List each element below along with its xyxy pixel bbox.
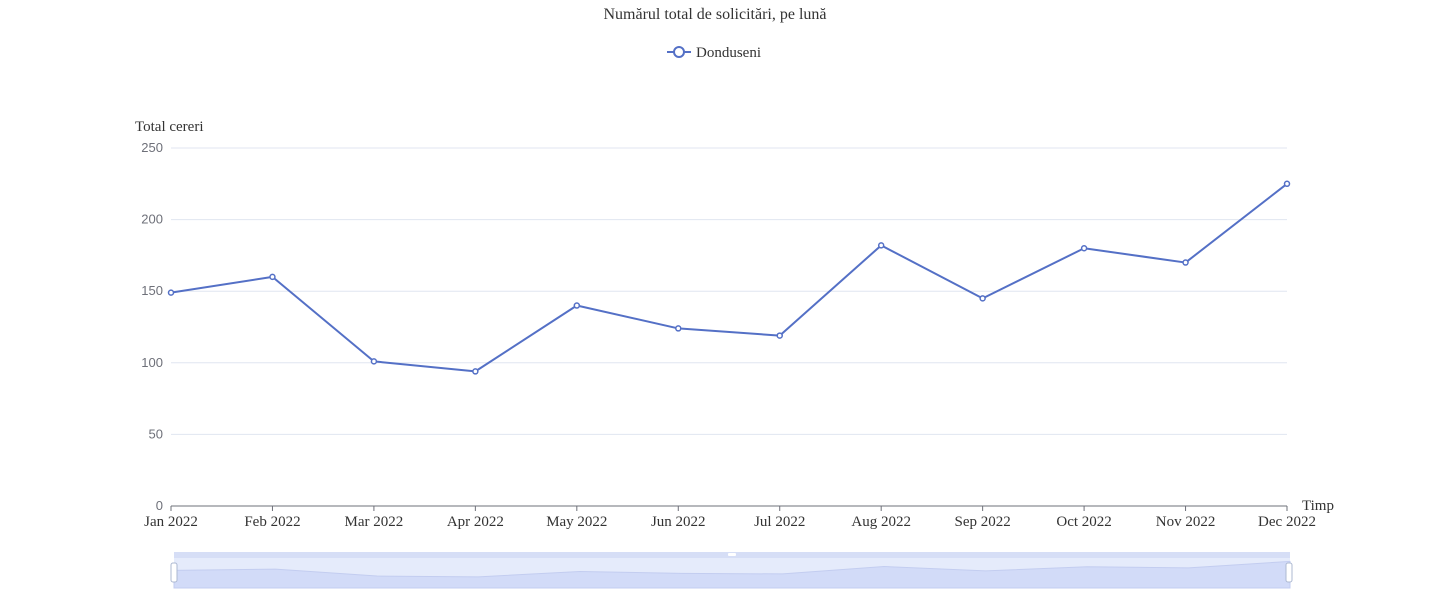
data-point[interactable] xyxy=(877,242,885,249)
y-tick-label: 50 xyxy=(149,426,163,441)
y-tick-label: 150 xyxy=(141,283,163,298)
y-tick-label: 250 xyxy=(141,140,163,155)
legend-circle-icon xyxy=(673,46,685,58)
series-donduseni xyxy=(167,180,1291,375)
data-zoom-preview xyxy=(173,560,1291,589)
x-tick-label: Apr 2022 xyxy=(447,514,504,530)
x-tick-label: Jul 2022 xyxy=(754,514,805,530)
data-zoom-preview-area xyxy=(173,560,1291,589)
chart-title: Numărul total de solicitări, pe lună xyxy=(603,6,826,23)
data-point[interactable] xyxy=(269,273,276,281)
data-point[interactable] xyxy=(1182,259,1189,266)
legend-label: Donduseni xyxy=(696,45,761,61)
y-tick-label: 0 xyxy=(156,498,163,513)
x-axis xyxy=(170,505,1288,511)
data-zoom-move-handle[interactable] xyxy=(728,553,736,556)
y-axis-name: Total cereri xyxy=(135,119,204,135)
x-axis-labels: Jan 2022 Feb 2022 Mar 2022 Apr 2022 May 2022… xyxy=(144,514,1316,530)
data-zoom-handle-left[interactable] xyxy=(170,562,178,583)
data-zoom-slider[interactable] xyxy=(170,552,1293,589)
x-tick-label: Jun 2022 xyxy=(651,514,706,530)
data-point[interactable] xyxy=(167,289,175,296)
x-axis-name: Timp xyxy=(1302,498,1334,514)
data-point[interactable] xyxy=(472,368,479,375)
y-tick-label: 100 xyxy=(141,355,163,370)
data-point[interactable] xyxy=(1283,180,1291,188)
y-axis: 0 50 100 150 200 250 xyxy=(141,140,163,513)
data-point[interactable] xyxy=(776,332,783,339)
data-zoom-handle-right[interactable] xyxy=(1285,562,1293,583)
x-tick-label: Oct 2022 xyxy=(1056,514,1111,530)
x-tick-label: Nov 2022 xyxy=(1156,514,1216,530)
x-tick-label: May 2022 xyxy=(546,514,607,530)
data-point[interactable] xyxy=(979,295,986,302)
x-tick-label: Jan 2022 xyxy=(144,514,198,530)
data-point[interactable] xyxy=(370,358,378,365)
x-tick-label: Mar 2022 xyxy=(345,514,404,530)
data-point[interactable] xyxy=(1080,244,1088,252)
x-tick-label: Aug 2022 xyxy=(851,514,911,530)
x-tick-label: Sep 2022 xyxy=(955,514,1011,530)
data-point[interactable] xyxy=(675,325,682,332)
legend[interactable]: Donduseni xyxy=(667,45,761,61)
grid xyxy=(171,147,1287,435)
series-line xyxy=(170,183,1288,373)
y-tick-label: 200 xyxy=(141,212,163,227)
x-tick-label: Feb 2022 xyxy=(244,514,300,530)
data-point[interactable] xyxy=(573,302,581,309)
x-tick-label: Dec 2022 xyxy=(1258,514,1316,530)
